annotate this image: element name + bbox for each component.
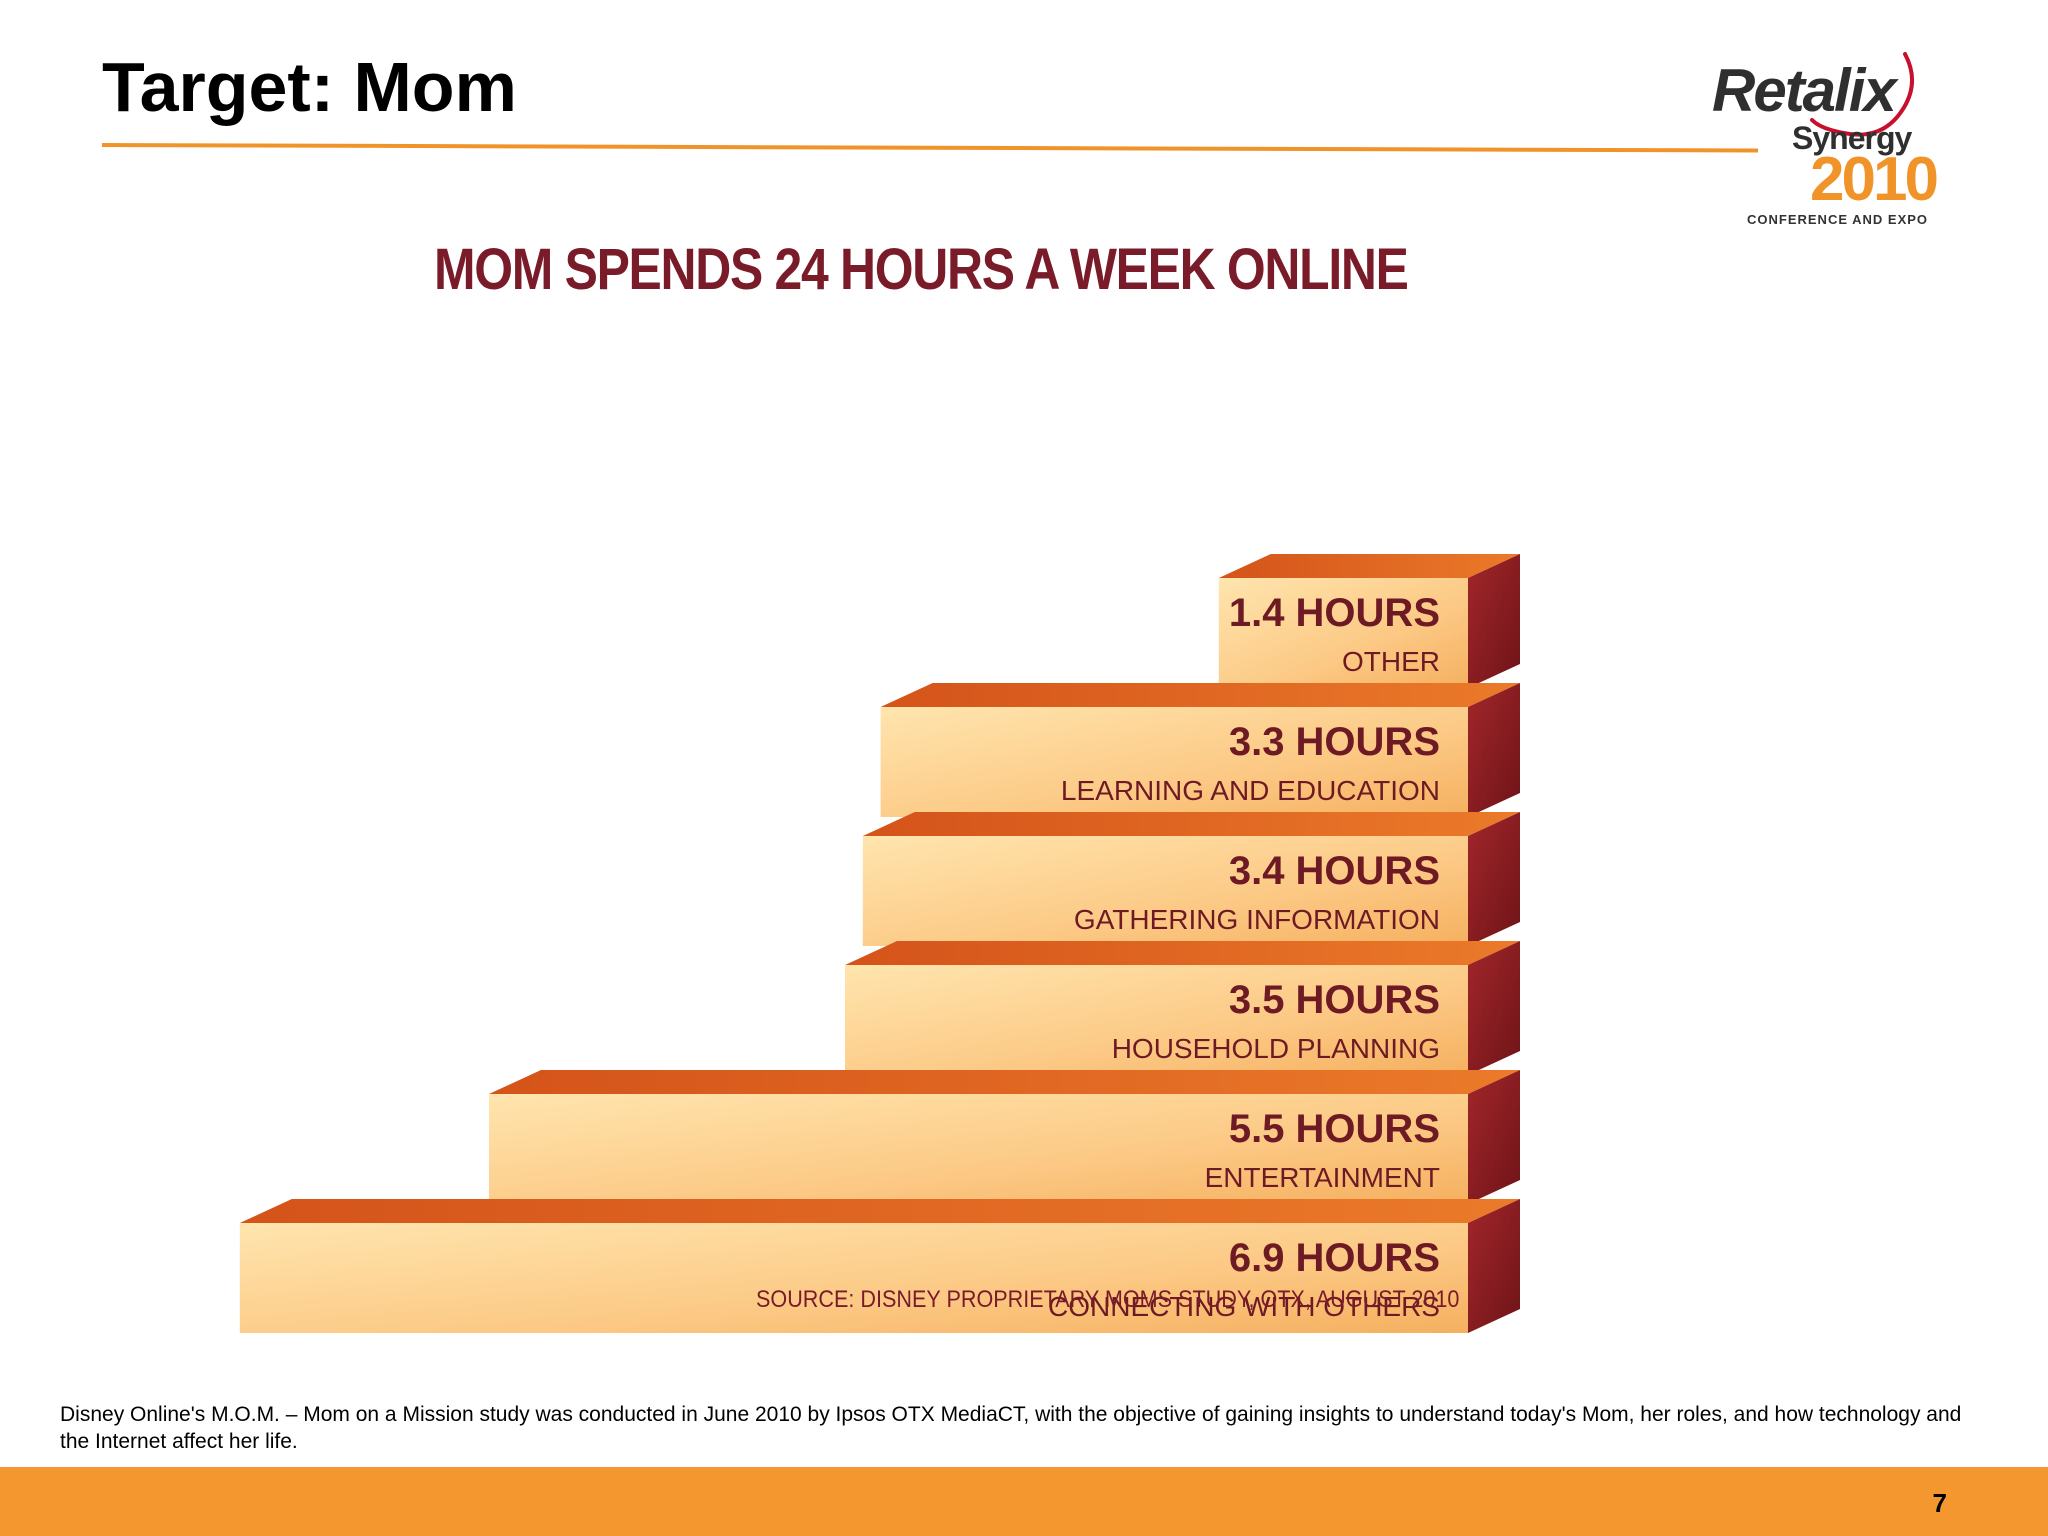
bar-top-face xyxy=(845,941,1520,965)
bar-top-face xyxy=(489,1070,1520,1094)
slide-title: Target: Mom xyxy=(102,48,517,126)
bar-top-face xyxy=(1218,554,1520,578)
logo-year-text: 2010 xyxy=(1810,145,1939,214)
bar-step: 3.4 HOURS GATHERING INFORMATION xyxy=(862,812,1520,946)
study-description: Disney Online's M.O.M. – Mom on a Missio… xyxy=(60,1403,1962,1453)
bar-front-face xyxy=(845,965,1468,1075)
bar-front-face xyxy=(880,707,1468,817)
bar-value-label: 3.3 HOURS xyxy=(1229,720,1440,764)
bar-top-face xyxy=(880,683,1520,707)
bar-front-face xyxy=(1218,578,1468,688)
bar-value-label: 3.5 HOURS xyxy=(1229,978,1440,1022)
bar-side-face xyxy=(1468,554,1520,688)
bar-step: 3.3 HOURS LEARNING AND EDUCATION xyxy=(880,683,1520,817)
bar-category-label: GATHERING INFORMATION xyxy=(1074,904,1440,935)
bar-front-face xyxy=(239,1223,1468,1333)
bar-value-label: 5.5 HOURS xyxy=(1229,1107,1440,1151)
bar-top-face xyxy=(239,1199,1520,1223)
bar-value-label: 3.4 HOURS xyxy=(1229,849,1440,893)
page-number: 7 xyxy=(1932,1488,1947,1518)
bar-step: 5.5 HOURS ENTERTAINMENT xyxy=(489,1070,1520,1204)
bar-side-face xyxy=(1468,683,1520,817)
bar-step: 1.4 HOURS OTHER xyxy=(1218,554,1520,688)
bar-category-label: ENTERTAINMENT xyxy=(1205,1162,1440,1193)
bar-top-face xyxy=(862,812,1520,836)
bar-category-label: OTHER xyxy=(1342,646,1440,677)
bar-category-label: LEARNING AND EDUCATION xyxy=(1061,775,1440,806)
bar-category-label: CONNECTING WITH OTHERS xyxy=(1048,1291,1440,1322)
bar-side-face xyxy=(1468,1199,1520,1333)
bar-side-face xyxy=(1468,1070,1520,1204)
chart-source: SOURCE: DISNEY PROPRIETARY MOMS STUDY, O… xyxy=(756,1286,1460,1313)
bar-step: 3.5 HOURS HOUSEHOLD PLANNING xyxy=(845,941,1520,1075)
logo-swoosh-icon xyxy=(1810,52,1915,137)
retalix-synergy-logo: Retalix Synergy 2010 CONFERENCE AND EXPO xyxy=(1700,46,1960,236)
footer-bar: 7 xyxy=(0,1467,2048,1536)
bar-side-face xyxy=(1468,812,1520,946)
logo-subtitle-text: CONFERENCE AND EXPO xyxy=(1747,212,1929,227)
bar-front-face xyxy=(489,1094,1468,1204)
bar-value-label: 6.9 HOURS xyxy=(1229,1236,1440,1280)
bar-value-label: 1.4 HOURS xyxy=(1229,591,1440,635)
bar-front-face xyxy=(862,836,1468,946)
logo-brand-text: Retalix xyxy=(1712,57,1897,124)
bar-category-label: HOUSEHOLD PLANNING xyxy=(1112,1033,1440,1064)
bar-step: 6.9 HOURS CONNECTING WITH OTHERS xyxy=(239,1199,1520,1333)
bar-side-face xyxy=(1468,941,1520,1075)
logo-event-text: Synergy xyxy=(1792,120,1912,156)
